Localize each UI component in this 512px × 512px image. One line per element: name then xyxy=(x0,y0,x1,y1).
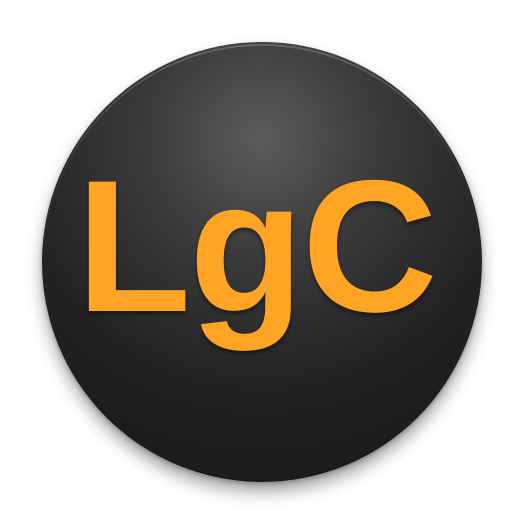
app-icon-badge[interactable] xyxy=(42,42,482,482)
